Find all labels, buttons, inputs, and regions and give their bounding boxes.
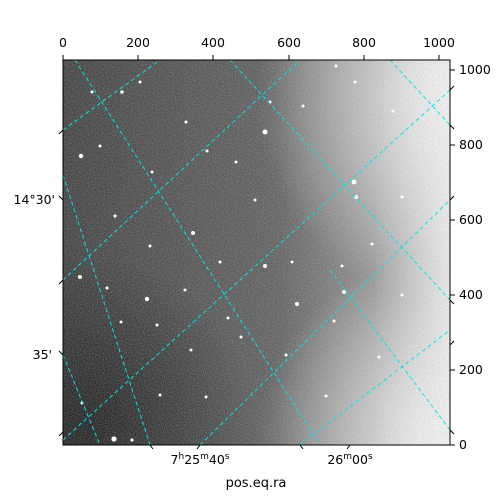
star-point bbox=[226, 316, 230, 320]
star-point bbox=[234, 160, 238, 164]
star-point bbox=[218, 260, 222, 264]
star-point bbox=[150, 170, 154, 174]
star-point bbox=[253, 198, 257, 202]
bottom-tick-seconds: 00 bbox=[352, 452, 368, 467]
star-point bbox=[111, 436, 117, 442]
top-tick-labels: 0 200 400 600 800 1000 bbox=[59, 35, 455, 50]
plot-frame bbox=[62, 59, 451, 446]
star-point bbox=[353, 80, 357, 84]
star-point bbox=[370, 242, 374, 246]
top-tick-label: 800 bbox=[352, 35, 376, 50]
left-tick-labels: 14°30' 35' bbox=[14, 192, 56, 362]
bottom-tick-s-unit: s bbox=[368, 452, 373, 462]
left-axis bbox=[58, 129, 64, 437]
star-point bbox=[105, 286, 109, 290]
bottom-tick-minutes: 25 bbox=[184, 452, 200, 467]
star-point bbox=[184, 120, 188, 124]
star-point bbox=[342, 290, 346, 294]
bottom-tick-hours: 7 bbox=[171, 452, 179, 467]
bottom-axis bbox=[149, 444, 351, 450]
top-tick-label: 200 bbox=[126, 35, 150, 50]
right-tick-label: 1000 bbox=[459, 62, 491, 77]
star-point bbox=[98, 144, 102, 148]
star-point bbox=[183, 288, 187, 292]
star-point bbox=[191, 231, 195, 235]
star-point bbox=[340, 264, 344, 268]
bottom-tick-m-unit: m bbox=[200, 452, 209, 462]
sky-image bbox=[63, 60, 450, 445]
star-point bbox=[205, 149, 209, 153]
top-axis bbox=[62, 55, 440, 60]
right-tick-label: 400 bbox=[459, 287, 483, 302]
star-point bbox=[295, 302, 299, 306]
x-axis-label: pos.eq.ra bbox=[226, 476, 287, 491]
star-point bbox=[119, 320, 123, 324]
left-tick-label: 14°30' bbox=[14, 192, 56, 207]
star-point bbox=[377, 355, 381, 359]
bottom-tick-seconds: 40 bbox=[209, 452, 225, 467]
bottom-tick-labels: 7h25m40s 26m00s bbox=[171, 452, 373, 467]
star-point bbox=[204, 395, 208, 399]
bottom-tick-s-unit: s bbox=[225, 452, 230, 462]
right-tick-label: 0 bbox=[459, 437, 467, 452]
bottom-tick-minutes: 26 bbox=[327, 452, 343, 467]
bottom-tick-label-1: 26m00s bbox=[327, 452, 373, 467]
right-axis bbox=[450, 69, 455, 446]
star-point bbox=[263, 264, 267, 268]
right-tick-label: 800 bbox=[459, 137, 483, 152]
star-point bbox=[138, 80, 142, 84]
star-point bbox=[239, 335, 243, 339]
star-point bbox=[155, 323, 159, 327]
top-tick-label: 600 bbox=[277, 35, 301, 50]
star-point bbox=[324, 394, 328, 398]
star-point bbox=[284, 353, 288, 357]
star-point bbox=[148, 244, 152, 248]
bottom-tick-m-unit: m bbox=[343, 452, 352, 462]
star-point bbox=[189, 348, 193, 352]
star-point bbox=[90, 90, 94, 94]
star-point bbox=[78, 153, 84, 159]
left-tick-label: 35' bbox=[33, 347, 52, 362]
right-edge-ticks bbox=[449, 85, 455, 435]
star-point bbox=[400, 195, 404, 199]
star-point bbox=[120, 90, 124, 94]
star-point bbox=[391, 109, 395, 113]
top-tick-label: 400 bbox=[201, 35, 225, 50]
star-point bbox=[301, 104, 305, 108]
bottom-tick-label-0: 7h25m40s bbox=[171, 452, 230, 467]
star-point bbox=[130, 438, 134, 442]
bottom-tick-h-unit: h bbox=[178, 452, 184, 462]
right-tick-label: 200 bbox=[459, 362, 483, 377]
star-point bbox=[290, 260, 294, 264]
star-point bbox=[332, 319, 336, 323]
right-tick-label: 600 bbox=[459, 212, 483, 227]
coordinate-grid bbox=[63, 60, 450, 445]
star-point bbox=[158, 393, 162, 397]
star-point bbox=[78, 275, 82, 279]
star-point bbox=[144, 296, 150, 302]
star-point bbox=[351, 179, 357, 185]
top-tick-label: 1000 bbox=[423, 35, 455, 50]
right-tick-labels: 0 200 400 600 800 1000 bbox=[459, 62, 491, 452]
star-point bbox=[262, 129, 268, 135]
star-point bbox=[113, 214, 117, 218]
star-point bbox=[334, 64, 338, 68]
star-point bbox=[400, 293, 404, 297]
top-tick-label: 0 bbox=[59, 35, 67, 50]
